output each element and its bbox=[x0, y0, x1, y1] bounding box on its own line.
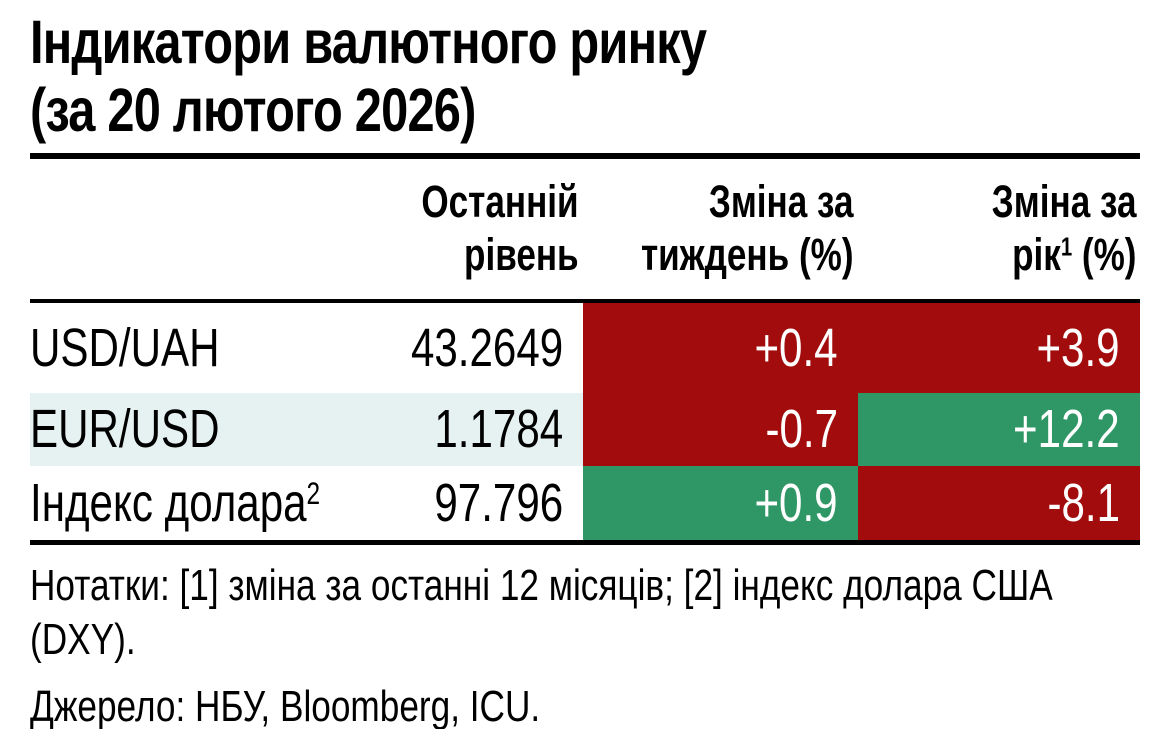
col-header-last-level: Останній рівень bbox=[280, 159, 583, 299]
col-header-year-change: Зміна за рік1 (%) bbox=[858, 159, 1140, 299]
cell-usd-uah-year-change: +3.9 bbox=[858, 302, 1140, 393]
notes-text: Нотатки: [1] зміна за останні 12 місяців… bbox=[30, 560, 1053, 665]
source-text: Джерело: НБУ, Bloomberg, ICU. bbox=[30, 681, 541, 729]
col-header-week-change-line2: тиждень (%) bbox=[641, 228, 854, 280]
page-title-line1: Індикатори валютного ринку bbox=[30, 8, 707, 76]
cell-usd-uah-label: USD/UAH bbox=[30, 317, 220, 378]
header-rule bbox=[30, 298, 1140, 303]
col-header-year-change-line1: Зміна за bbox=[991, 176, 1136, 228]
col-header-week-change-line1: Зміна за bbox=[709, 176, 854, 228]
cell-eur-usd-label: EUR/USD bbox=[30, 392, 280, 466]
col-header-last-level-line1: Останній bbox=[421, 176, 579, 228]
cell-eur-usd-week-change: -0.7 bbox=[583, 392, 858, 466]
page-title-line2: (за 20 лютого 2026) bbox=[30, 76, 476, 145]
footnote-ref-1: 1 bbox=[1060, 231, 1072, 262]
cell-usd-uah-level: 43.2649 bbox=[410, 317, 563, 378]
table-bottom-rule bbox=[30, 539, 1140, 545]
col-header-last-level-line2: рівень bbox=[464, 228, 579, 280]
cell-eur-usd-year-change: +12.2 bbox=[858, 392, 1140, 466]
cell-usd-uah-week-change: +0.4 bbox=[583, 302, 858, 393]
title-rule bbox=[30, 152, 1140, 159]
col-header-empty bbox=[30, 159, 280, 299]
cell-dollar-index-week-change: +0.9 bbox=[583, 465, 858, 540]
cell-dollar-index-label: Індекс долара2 bbox=[30, 472, 321, 533]
cell-eur-usd-level: 1.1784 bbox=[280, 392, 583, 466]
col-header-week-change: Зміна за тиждень (%) bbox=[583, 159, 858, 299]
cell-dollar-index-year-change: -8.1 bbox=[858, 465, 1140, 540]
footnote-ref-2: 2 bbox=[306, 475, 321, 511]
page-title: Індикатори валютного ринку (за 20 лютого… bbox=[30, 8, 1140, 145]
fx-indicators-table: Останній рівень Зміна за тиждень (%) Змі… bbox=[30, 159, 1140, 540]
col-header-year-change-line2: рік1 (%) bbox=[1011, 228, 1136, 280]
cell-dollar-index-level: 97.796 bbox=[434, 472, 563, 533]
